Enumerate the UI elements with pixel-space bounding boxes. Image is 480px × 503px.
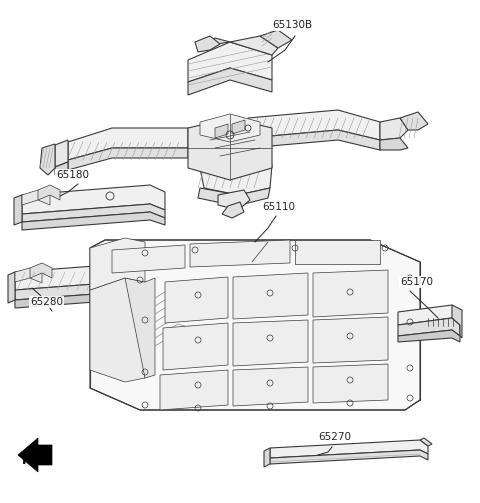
Polygon shape [30,263,52,278]
Polygon shape [15,262,165,290]
Polygon shape [38,185,60,200]
Polygon shape [198,188,270,206]
Polygon shape [233,273,308,319]
Polygon shape [313,364,388,403]
Polygon shape [18,438,52,472]
Polygon shape [452,305,462,338]
Polygon shape [160,370,228,410]
Polygon shape [55,162,68,175]
Polygon shape [260,30,292,48]
Polygon shape [400,112,428,130]
Text: FR.: FR. [22,454,45,467]
Polygon shape [112,245,185,273]
Polygon shape [264,448,270,467]
Polygon shape [190,240,290,267]
Polygon shape [15,280,165,300]
Polygon shape [22,185,165,214]
Polygon shape [188,118,272,180]
Polygon shape [233,320,308,366]
Polygon shape [15,268,42,283]
Polygon shape [8,272,15,303]
Polygon shape [398,318,460,336]
Polygon shape [90,240,420,410]
Polygon shape [200,114,260,142]
Polygon shape [420,438,432,446]
Polygon shape [200,38,230,46]
Polygon shape [163,323,228,370]
Text: 65280: 65280 [30,297,63,307]
Polygon shape [188,42,272,82]
Polygon shape [270,440,428,458]
Text: 65180: 65180 [56,170,89,180]
Polygon shape [15,290,165,308]
Polygon shape [270,450,428,464]
Polygon shape [40,144,55,175]
Polygon shape [398,330,460,342]
Polygon shape [232,120,245,134]
Polygon shape [222,202,244,218]
Polygon shape [313,270,388,317]
Polygon shape [200,158,272,195]
Text: 65170: 65170 [400,277,433,287]
Text: 65270: 65270 [318,432,351,442]
Polygon shape [125,278,155,378]
Polygon shape [22,204,165,222]
Polygon shape [248,110,380,140]
Text: 65110: 65110 [262,202,295,212]
Polygon shape [90,278,145,382]
Polygon shape [295,240,380,264]
Polygon shape [188,68,272,95]
Polygon shape [218,190,250,210]
Polygon shape [195,36,220,52]
Polygon shape [148,258,172,270]
Polygon shape [380,138,408,150]
Polygon shape [22,190,50,205]
Text: 65130B: 65130B [272,20,312,30]
Polygon shape [313,317,388,363]
Polygon shape [165,277,228,323]
Polygon shape [90,238,145,290]
Polygon shape [380,118,408,140]
Polygon shape [248,130,380,150]
Polygon shape [230,36,278,55]
Polygon shape [22,212,165,230]
Polygon shape [14,195,22,225]
Polygon shape [215,124,228,138]
Polygon shape [398,305,460,325]
Polygon shape [68,128,188,160]
Polygon shape [233,367,308,406]
Polygon shape [68,148,188,170]
Polygon shape [55,140,68,167]
